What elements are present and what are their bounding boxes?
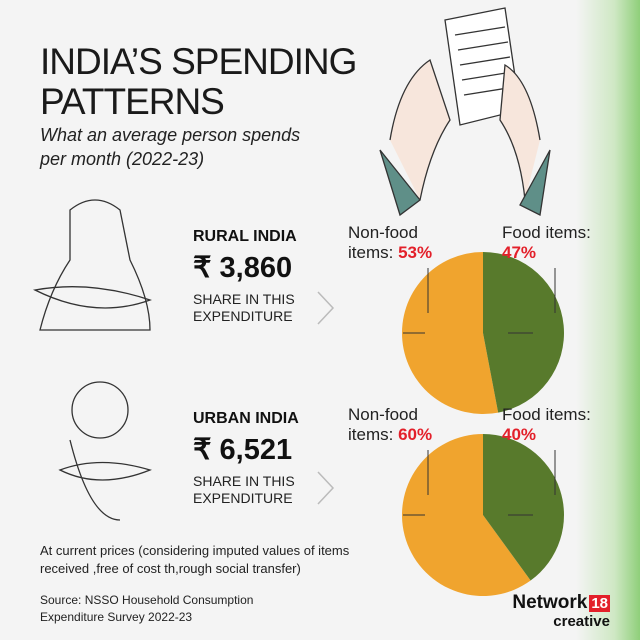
amount: ₹ 6,521: [193, 434, 293, 466]
value-label: 53%: [398, 243, 433, 262]
caption: SHARE IN THIS EXPENDITURE: [193, 291, 295, 324]
slice-label: Non-food items: 60%: [348, 405, 453, 445]
category: Non-food items:: [348, 405, 418, 444]
category: Food items:: [502, 223, 591, 242]
value-label: 60%: [398, 425, 433, 444]
slice-label: Non-food items: 53%: [348, 223, 453, 263]
note: At current prices (considering imputed v…: [40, 543, 350, 576]
logo-number: 18: [589, 595, 610, 612]
slice-label: Food items: 40%: [502, 405, 607, 445]
logo-tag: creative: [553, 613, 610, 630]
slice-label: Food items: 47%: [502, 223, 607, 263]
pie-slice: [402, 252, 499, 414]
value-label: 40%: [502, 425, 537, 444]
value-label: 47%: [502, 243, 537, 262]
source: Source: NSSO Household Consumption Expen…: [40, 593, 254, 624]
pie-slice: [483, 434, 565, 581]
caption: SHARE IN THIS EXPENDITURE: [193, 473, 295, 506]
illustrations: [32, 7, 551, 521]
logo: Network 18 creative: [490, 592, 610, 631]
block-title: RURAL INDIA: [193, 228, 297, 245]
category: Non-food items:: [348, 223, 418, 262]
chevrons: [317, 291, 335, 505]
pie-slice: [483, 252, 565, 413]
title: INDIA’S SPENDING PATTERNS: [40, 41, 357, 122]
subtitle: What an average person spends per month …: [40, 125, 301, 169]
amount: ₹ 3,860: [193, 252, 293, 284]
logo-brand: Network: [512, 592, 588, 613]
block-title: URBAN INDIA: [193, 410, 299, 427]
category: Food items:: [502, 405, 591, 424]
pie-slice: [402, 434, 531, 596]
